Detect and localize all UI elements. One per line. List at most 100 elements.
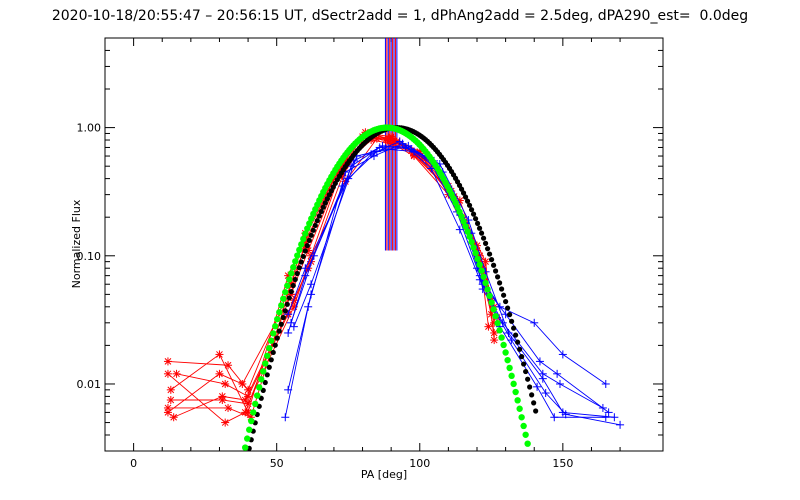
black-model-dot (476, 225, 483, 231)
marker-d2 (290, 303, 298, 311)
marker-d2 (221, 419, 229, 426)
marker-d2 (485, 323, 492, 331)
blue-series-point (507, 336, 516, 345)
blue-series-point (284, 310, 293, 319)
red-series-point (490, 328, 499, 337)
green-model-dot (468, 238, 475, 246)
green-model-dot (494, 319, 501, 327)
red-series-point (244, 392, 253, 401)
black-model-dot (278, 321, 284, 327)
marker-d2 (490, 336, 498, 344)
black-model-dot (268, 357, 274, 363)
series-layer (163, 38, 625, 429)
marker-d2 (221, 380, 229, 388)
marker-d2 (216, 370, 223, 378)
marker-d2 (387, 134, 395, 142)
green-model-dot (508, 372, 515, 380)
black-model-dot (507, 312, 513, 318)
green-model-dot (518, 414, 525, 421)
green-model-dot (288, 270, 295, 277)
marker-d2 (373, 135, 381, 143)
black-model-dot (296, 265, 302, 271)
black-model-dot (272, 342, 278, 348)
x-tick-label: 50 (270, 457, 284, 470)
blue-series-point (553, 369, 562, 378)
green-model-dot (466, 233, 473, 240)
blue-series-point (304, 302, 313, 311)
green-model-dot (258, 376, 265, 383)
marker-d2 (164, 358, 172, 365)
red-series-point (221, 379, 230, 388)
marker-d2 (244, 386, 252, 394)
marker-d2 (218, 393, 226, 400)
black-model-dot (501, 292, 507, 298)
x-tick-label: 150 (552, 457, 573, 470)
black-model-dot (266, 364, 272, 370)
y-axis-label: Normalized Flux (70, 199, 83, 288)
black-model-dot (529, 392, 535, 398)
black-model-dot (314, 218, 320, 224)
blue-series-point (616, 420, 625, 429)
black-model-dot (324, 196, 330, 202)
black-model-dot (274, 335, 280, 341)
y-tick-label: 1.00 (77, 122, 102, 135)
black-model-dot (497, 280, 503, 286)
red-series-point (163, 403, 172, 412)
green-model-dot (472, 249, 479, 257)
green-model-dot (492, 312, 499, 320)
blue-series-point (455, 225, 464, 234)
black-model-dot (310, 227, 316, 233)
blue-series-point (301, 271, 310, 280)
black-model-dot (495, 274, 501, 280)
black-model-dot (511, 325, 517, 331)
green-model-dot (478, 267, 485, 274)
black-model-dot (480, 235, 487, 241)
black-model-dot (515, 339, 521, 345)
green-model-dot (474, 255, 481, 263)
green-model-dot (274, 315, 281, 323)
green-model-dot (264, 352, 271, 359)
green-model-dot (260, 368, 267, 375)
green-model-dot (522, 431, 529, 438)
black-model-dot (282, 308, 288, 314)
black-model-dot (294, 270, 300, 277)
blue-series-point (558, 350, 567, 359)
red-series-point (172, 369, 181, 378)
red-series-point (490, 336, 499, 345)
red-series-point (484, 322, 493, 331)
blue-series-point (410, 147, 419, 156)
green-model-dot (516, 405, 523, 412)
blue-series-point (367, 150, 376, 159)
red-series-point (218, 392, 227, 401)
x-axis-label: PA [deg] (361, 468, 407, 481)
blue-series-point (610, 413, 619, 422)
black-model-dot (474, 220, 481, 227)
green-model-dot (296, 246, 303, 254)
clipped-models (242, 124, 539, 451)
marker-d2 (216, 351, 223, 358)
black-model-dot (308, 232, 314, 238)
blue-series-point (530, 318, 539, 327)
black-model-dot (517, 346, 523, 352)
green-model-dot (512, 388, 519, 396)
green-model-dot (524, 440, 531, 447)
black-model-dot (484, 246, 491, 252)
green-model-dot (286, 276, 293, 283)
green-model-dot (464, 228, 471, 235)
black-model-dot (486, 251, 493, 257)
green-model-dot (498, 334, 505, 341)
black-model-dot (326, 192, 332, 198)
black-model-dot (525, 376, 531, 382)
red-series-point (169, 413, 178, 422)
clipped-series (163, 38, 625, 429)
red-series-point (238, 379, 247, 388)
black-model-dot (264, 372, 270, 378)
green-model-dot (252, 400, 259, 408)
black-model-dot (509, 318, 515, 324)
red-series-point (224, 403, 233, 412)
marker-d2 (241, 396, 249, 404)
green-model-dot (476, 261, 483, 268)
blue-series-point (284, 328, 293, 337)
green-model-dot (280, 295, 287, 302)
y-tick-label: 0.10 (77, 250, 102, 263)
